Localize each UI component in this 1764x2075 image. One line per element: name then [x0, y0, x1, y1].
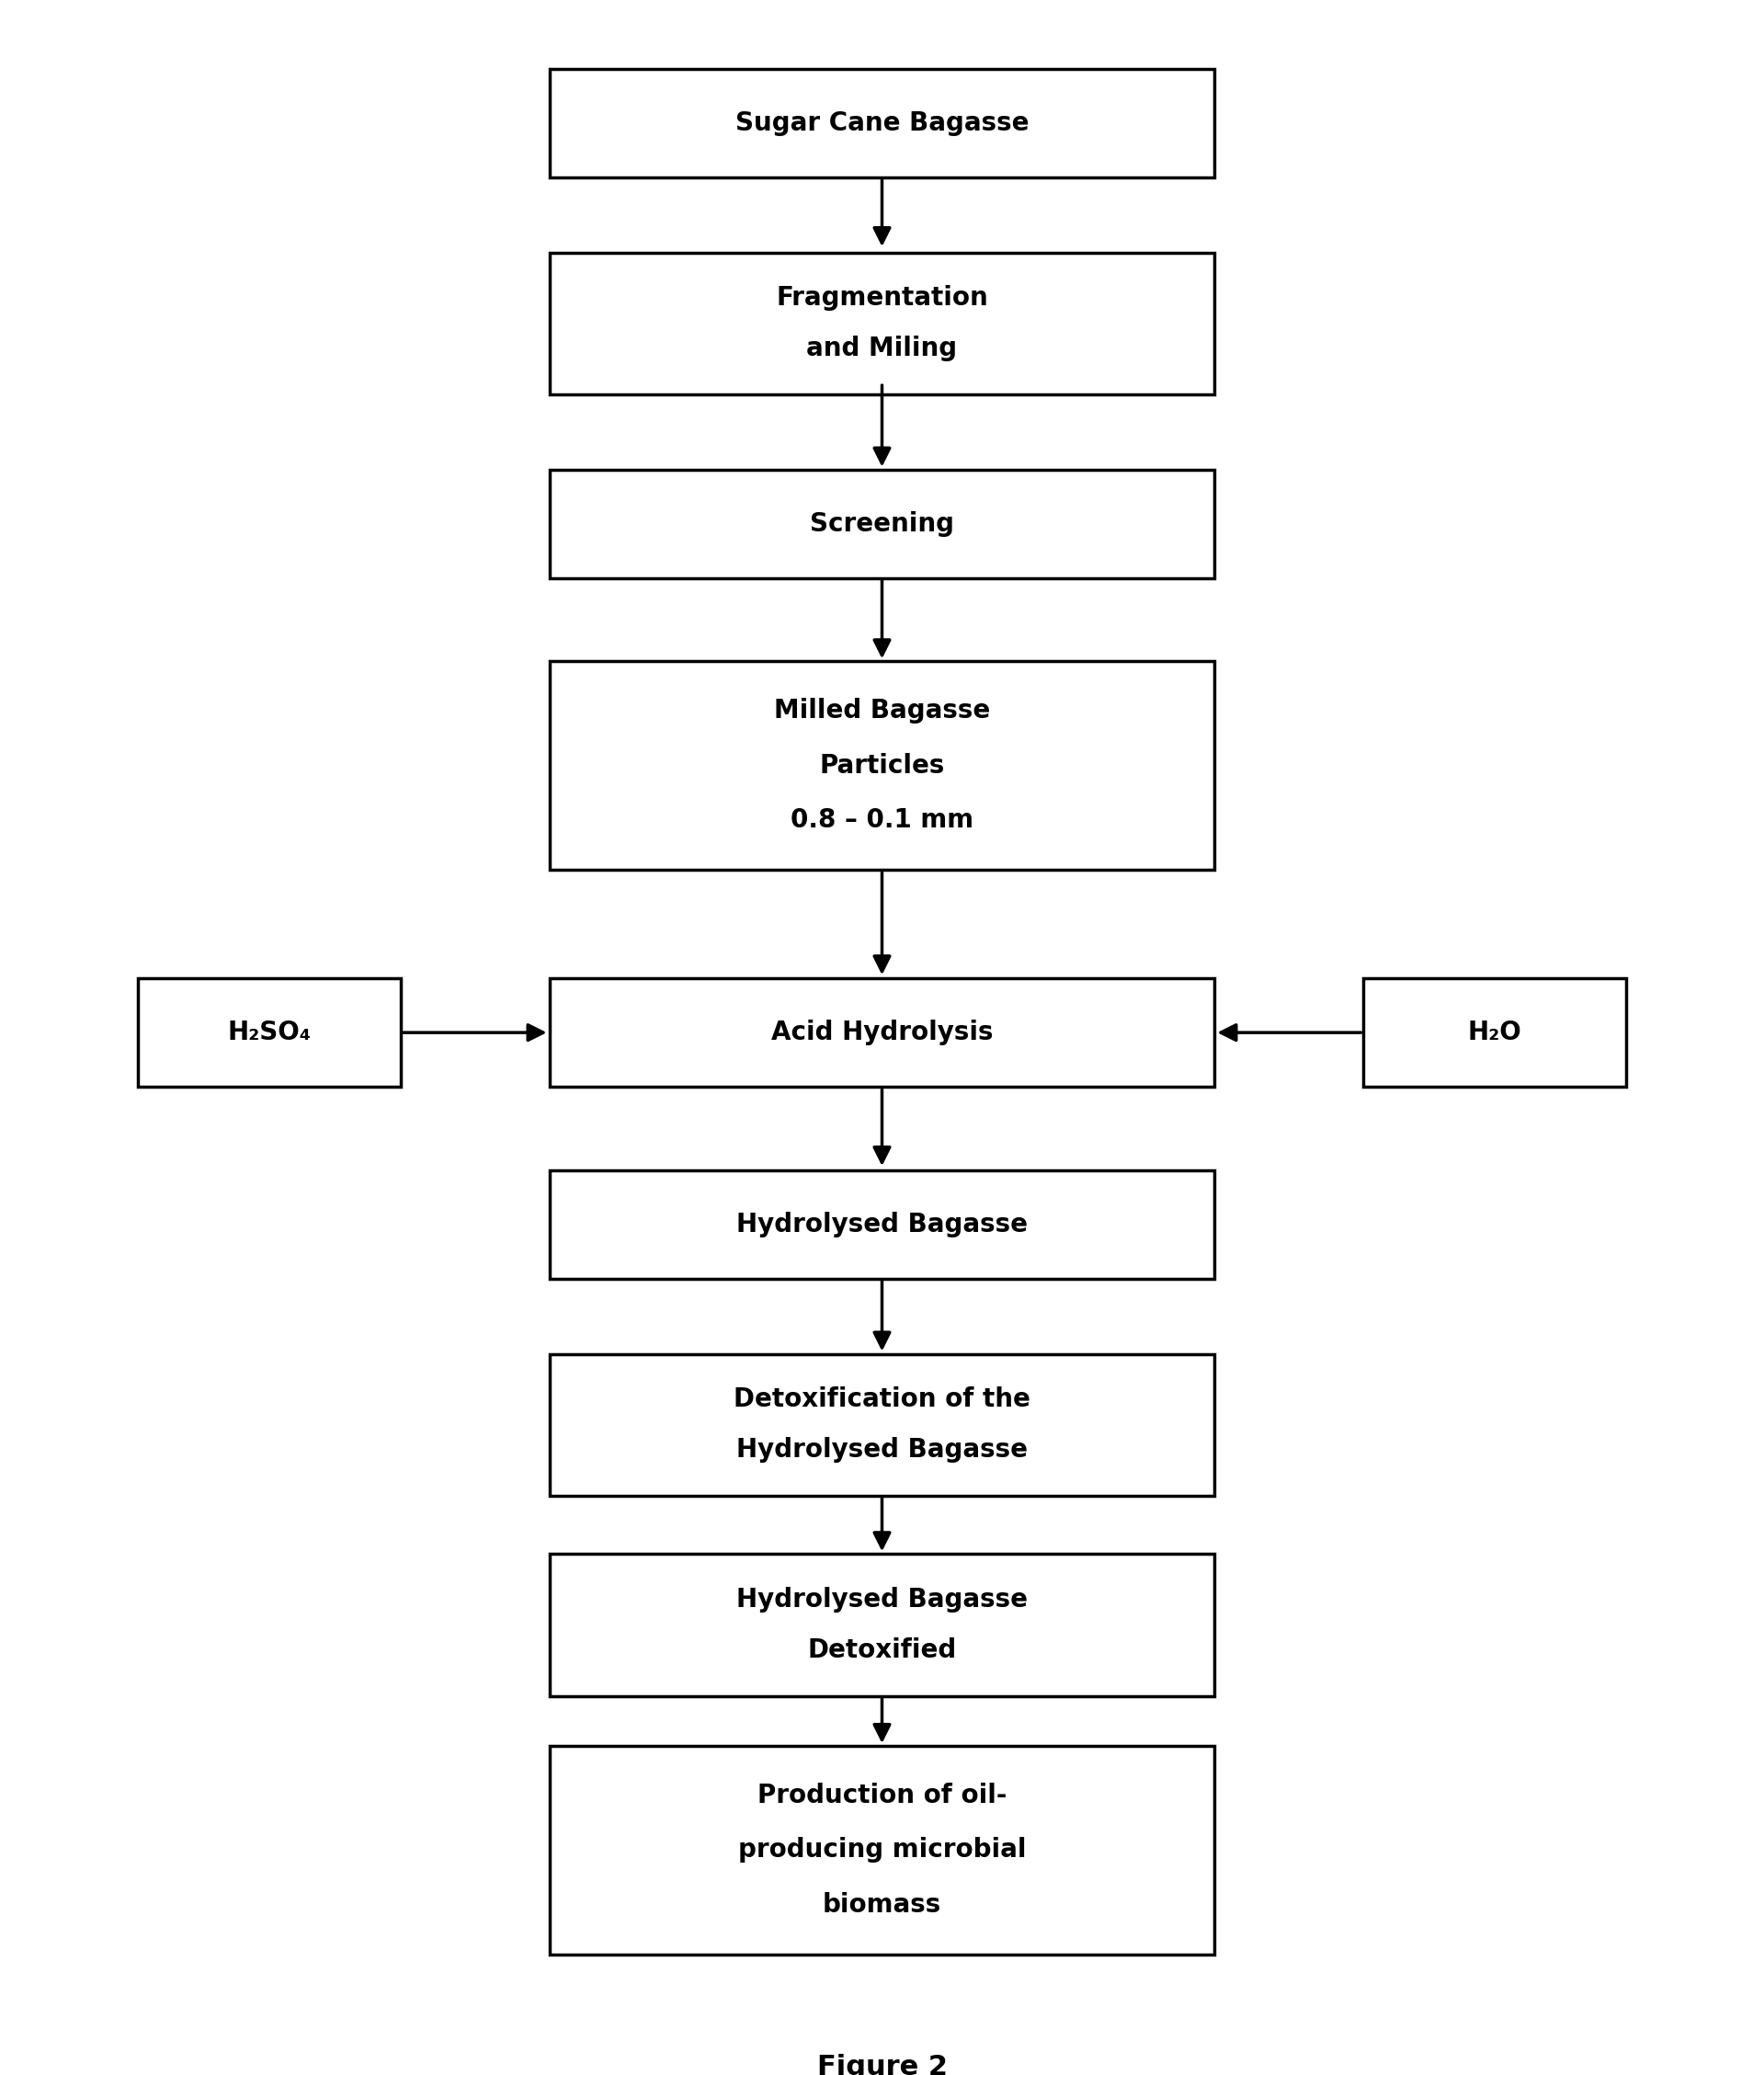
Text: Hydrolysed Bagasse: Hydrolysed Bagasse	[736, 1587, 1028, 1612]
Text: and Miling: and Miling	[806, 336, 958, 361]
Bar	[549, 1745, 1215, 1955]
Bar	[1364, 977, 1626, 1087]
Bar	[549, 1353, 1215, 1496]
Text: H₂O: H₂O	[1468, 1019, 1522, 1046]
Text: Detoxification of the: Detoxification of the	[734, 1386, 1030, 1413]
Text: Milled Bagasse: Milled Bagasse	[774, 697, 990, 724]
Bar	[549, 662, 1215, 869]
Bar	[549, 68, 1215, 178]
Bar	[549, 253, 1215, 394]
Text: Screening: Screening	[810, 510, 954, 537]
Text: Hydrolysed Bagasse: Hydrolysed Bagasse	[736, 1212, 1028, 1237]
Text: H₂SO₄: H₂SO₄	[228, 1019, 310, 1046]
Bar	[549, 1554, 1215, 1695]
Bar	[549, 469, 1215, 577]
Bar	[138, 977, 400, 1087]
Text: Production of oil-: Production of oil-	[757, 1782, 1007, 1807]
Bar	[549, 977, 1215, 1087]
Text: Detoxified: Detoxified	[808, 1637, 956, 1662]
Bar	[549, 1170, 1215, 1278]
Text: Hydrolysed Bagasse: Hydrolysed Bagasse	[736, 1438, 1028, 1463]
Text: Figure 2: Figure 2	[817, 2054, 947, 2075]
Text: producing microbial: producing microbial	[737, 1836, 1027, 1863]
Text: Fragmentation: Fragmentation	[776, 284, 988, 311]
Text: Sugar Cane Bagasse: Sugar Cane Bagasse	[736, 110, 1028, 137]
Text: biomass: biomass	[822, 1892, 942, 1917]
Text: 0.8 – 0.1 mm: 0.8 – 0.1 mm	[790, 807, 974, 834]
Text: Particles: Particles	[818, 753, 946, 778]
Text: Acid Hydrolysis: Acid Hydrolysis	[771, 1019, 993, 1046]
